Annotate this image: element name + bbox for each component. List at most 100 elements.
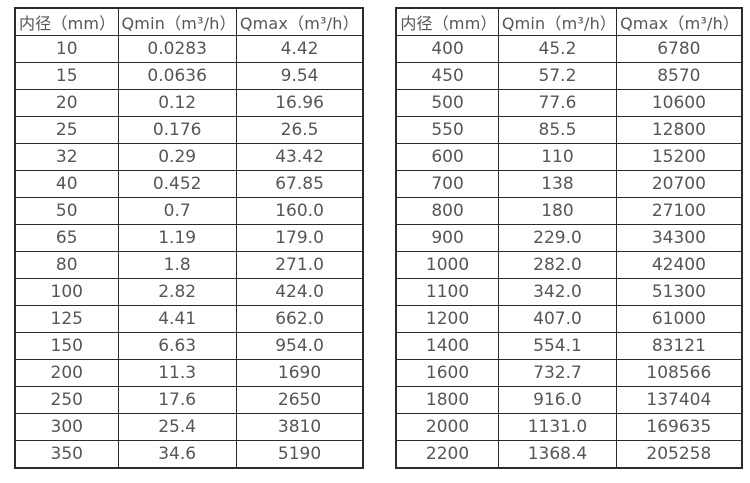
table-cell: 10600: [616, 89, 743, 117]
header-qmin: Qmin（m³/h）: [117, 7, 237, 36]
table-row: 32 0.29 43.42: [14, 143, 364, 171]
table-row: 1800 916.0 137404: [395, 386, 743, 414]
table-cell: 40: [14, 170, 119, 198]
table-row: 200 11.3 1690: [14, 359, 364, 387]
table-cell: 0.0636: [117, 62, 237, 90]
table-cell: 43.42: [235, 143, 364, 171]
table-cell: 4.42: [235, 35, 364, 63]
header-inner-diameter: 内径（mm）: [395, 7, 499, 36]
table-row: 900 229.0 34300: [395, 224, 743, 252]
table-row: 450 57.2 8570: [395, 62, 743, 90]
table-cell: 67.85: [235, 170, 364, 198]
table-cell: 1.19: [117, 224, 237, 252]
table-cell: 400: [395, 35, 499, 63]
table-cell: 17.6: [117, 386, 237, 414]
table-cell: 250: [14, 386, 119, 414]
table-row: 600 110 15200: [395, 143, 743, 171]
table-row: 550 85.5 12800: [395, 116, 743, 144]
table-cell: 424.0: [235, 278, 364, 306]
table-cell: 51300: [616, 278, 743, 306]
table-cell: 34.6: [117, 440, 237, 469]
table-cell: 4.41: [117, 305, 237, 333]
table-row: 15 0.0636 9.54: [14, 62, 364, 90]
table-cell: 42400: [616, 251, 743, 279]
table-cell: 3810: [235, 413, 364, 441]
table-cell: 9.54: [235, 62, 364, 90]
table-row: 125 4.41 662.0: [14, 305, 364, 333]
table-row: 25 0.176 26.5: [14, 116, 364, 144]
table-cell: 138: [497, 170, 618, 198]
table-row: 250 17.6 2650: [14, 386, 364, 414]
table-cell: 1100: [395, 278, 499, 306]
table-cell: 160.0: [235, 197, 364, 225]
table-cell: 15200: [616, 143, 743, 171]
table-cell: 110: [497, 143, 618, 171]
table-cell: 900: [395, 224, 499, 252]
table-cell: 65: [14, 224, 119, 252]
flow-spec-table-small: 内径（mm） Qmin（m³/h） Qmax（m³/h） 10 0.0283 4.4…: [14, 7, 365, 469]
table-cell: 0.7: [117, 197, 237, 225]
table-row: 350 34.6 5190: [14, 440, 364, 469]
table-cell: 32: [14, 143, 119, 171]
table-row: 1100 342.0 51300: [395, 278, 743, 306]
table-row: 1600 732.7 108566: [395, 359, 743, 387]
table-cell: 45.2: [497, 35, 618, 63]
table-cell: 137404: [616, 386, 743, 414]
table-header-row: 内径（mm） Qmin（m³/h） Qmax（m³/h）: [14, 7, 364, 36]
table-cell: 100: [14, 278, 119, 306]
table-cell: 50: [14, 197, 119, 225]
table-cell: 342.0: [497, 278, 618, 306]
table-cell: 450: [395, 62, 499, 90]
table-row: 2200 1368.4 205258: [395, 440, 743, 469]
table-cell: 180: [497, 197, 618, 225]
table-cell: 954.0: [235, 332, 364, 360]
table-cell: 1000: [395, 251, 499, 279]
table-row: 100 2.82 424.0: [14, 278, 364, 306]
table-cell: 5190: [235, 440, 364, 469]
tables-container: 内径（mm） Qmin（m³/h） Qmax（m³/h） 10 0.0283 4.4…: [14, 7, 743, 469]
table-cell: 10: [14, 35, 119, 63]
table-row: 65 1.19 179.0: [14, 224, 364, 252]
table-row: 10 0.0283 4.42: [14, 35, 364, 63]
header-qmax: Qmax（m³/h）: [235, 7, 364, 36]
table-row: 500 77.6 10600: [395, 89, 743, 117]
table-cell: 1200: [395, 305, 499, 333]
table-cell: 1690: [235, 359, 364, 387]
table-cell: 350: [14, 440, 119, 469]
table-cell: 0.29: [117, 143, 237, 171]
table-row: 50 0.7 160.0: [14, 197, 364, 225]
table-cell: 26.5: [235, 116, 364, 144]
table-cell: 500: [395, 89, 499, 117]
table-cell: 150: [14, 332, 119, 360]
table-cell: 2650: [235, 386, 364, 414]
table-cell: 550: [395, 116, 499, 144]
table-row: 40 0.452 67.85: [14, 170, 364, 198]
table-cell: 700: [395, 170, 499, 198]
table-cell: 1131.0: [497, 413, 618, 441]
table-cell: 662.0: [235, 305, 364, 333]
header-qmax: Qmax（m³/h）: [616, 7, 743, 36]
table-row: 700 138 20700: [395, 170, 743, 198]
table-cell: 61000: [616, 305, 743, 333]
table-cell: 407.0: [497, 305, 618, 333]
table-cell: 800: [395, 197, 499, 225]
table-cell: 125: [14, 305, 119, 333]
table-cell: 57.2: [497, 62, 618, 90]
table-row: 300 25.4 3810: [14, 413, 364, 441]
table-cell: 2200: [395, 440, 499, 469]
flow-spec-table-large: 内径（mm） Qmin（m³/h） Qmax（m³/h） 400 45.2 6780…: [395, 7, 743, 469]
table-cell: 8570: [616, 62, 743, 90]
table-cell: 200: [14, 359, 119, 387]
table-row: 800 180 27100: [395, 197, 743, 225]
table-cell: 77.6: [497, 89, 618, 117]
table-cell: 34300: [616, 224, 743, 252]
table-cell: 25.4: [117, 413, 237, 441]
table-cell: 1800: [395, 386, 499, 414]
table-header-row: 内径（mm） Qmin（m³/h） Qmax（m³/h）: [395, 7, 743, 36]
table-cell: 169635: [616, 413, 743, 441]
table-cell: 16.96: [235, 89, 364, 117]
table-cell: 205258: [616, 440, 743, 469]
table-cell: 916.0: [497, 386, 618, 414]
table-cell: 25: [14, 116, 119, 144]
table-cell: 0.0283: [117, 35, 237, 63]
